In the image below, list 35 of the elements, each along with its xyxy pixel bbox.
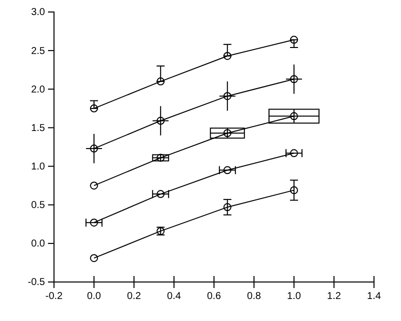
y-tick-label: 0.0 [31,238,46,250]
point [90,218,98,227]
point [290,149,298,158]
point [156,77,165,86]
point [290,75,298,84]
x-tick-label: 0.2 [127,291,142,302]
x-tick-label: 1.0 [287,291,302,302]
point [223,129,232,138]
x-tick-label: 1.4 [367,291,382,302]
point [223,52,232,60]
x-tick-label: -0.2 [45,291,64,302]
y-tick-label: 1.0 [31,161,46,172]
y-tick-label: 2.0 [31,84,46,96]
point [223,92,232,100]
point [156,116,165,125]
point [290,112,298,120]
point [156,190,165,198]
x-tick-label: 1.2 [327,291,342,302]
point [223,203,232,212]
y-tick-label: 3.0 [31,7,46,18]
point [223,166,232,174]
x-tick-label: 0.6 [207,291,222,302]
x-tick-label: 0.8 [247,291,262,302]
point [90,104,98,112]
y-tick-label: -0.5 [28,277,46,288]
point [90,182,98,190]
y-tick-label: 1.5 [31,122,46,134]
x-tick-label: 0.4 [167,291,182,302]
y-tick-label: 0.5 [31,200,46,212]
point [90,254,98,262]
x-tick-label: 0.0 [87,291,102,302]
y-tick-label: 2.5 [31,46,46,57]
point [90,144,98,153]
point [290,36,298,44]
point [290,186,298,194]
